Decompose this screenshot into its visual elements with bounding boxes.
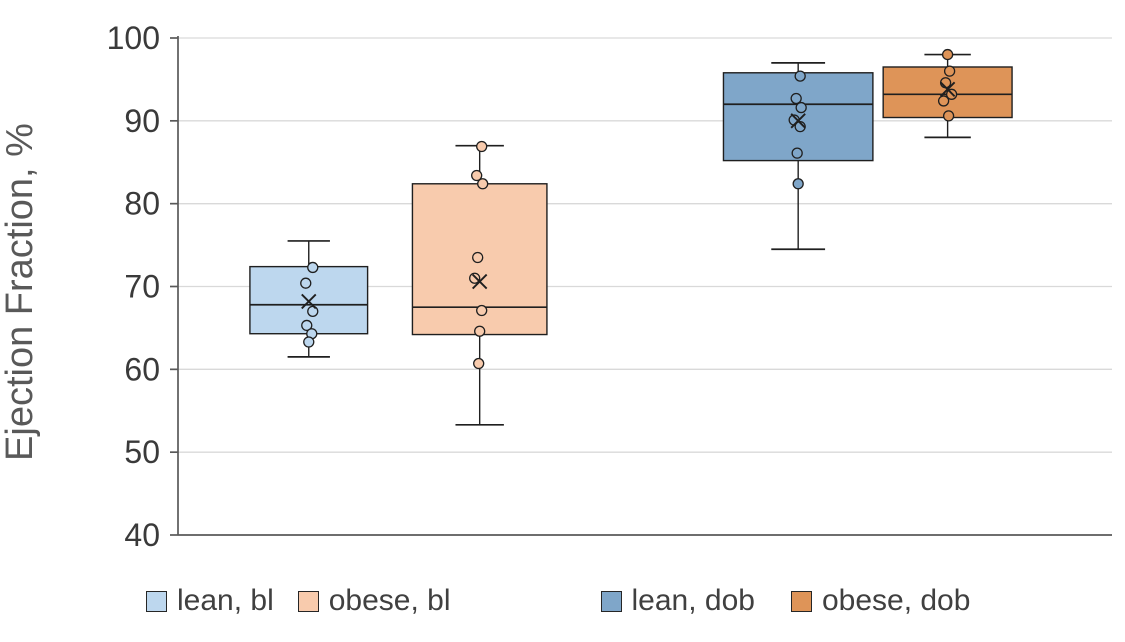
data-point <box>477 178 489 190</box>
data-point <box>301 319 313 332</box>
data-point <box>791 147 803 159</box>
mean-marker <box>790 113 806 129</box>
legend-label-obese-bl: obese, bl <box>328 584 451 617</box>
y-tick-label: 70 <box>124 269 160 305</box>
y-tick-label: 60 <box>124 351 160 387</box>
data-point <box>795 101 807 114</box>
legend-swatch-obese-dob <box>790 590 812 612</box>
y-axis-title: Ejection Fraction, % <box>0 123 41 461</box>
data-point <box>476 140 488 153</box>
data-point <box>303 336 315 348</box>
legend-item-obese-dob: obese, dob <box>790 584 971 617</box>
data-point <box>471 169 483 182</box>
data-point <box>792 178 804 190</box>
data-point <box>941 48 954 61</box>
legend-swatch-lean-bl <box>146 590 167 612</box>
legend-label-lean-dob: lean, dob <box>631 584 755 617</box>
data-point <box>472 251 484 264</box>
legend-swatch-lean-dob <box>600 590 622 612</box>
data-point <box>794 70 806 82</box>
data-point <box>942 110 955 122</box>
y-tick-label: 80 <box>124 186 160 222</box>
data-point <box>476 304 488 317</box>
data-point <box>300 277 312 289</box>
chart-legend: lean, bl obese, bl lean, dob obese, dob <box>0 586 1125 616</box>
y-tick-label: 50 <box>124 434 160 470</box>
mean-marker <box>939 81 956 98</box>
mean-marker <box>301 293 317 310</box>
y-tick-label: 100 <box>107 20 160 56</box>
data-point <box>473 357 485 370</box>
data-point <box>474 325 486 337</box>
legend-item-obese-bl: obese, bl <box>297 584 451 617</box>
data-point <box>469 272 481 284</box>
y-tick-label: 40 <box>124 517 160 553</box>
data-point <box>937 95 950 107</box>
data-point <box>943 65 956 77</box>
legend-swatch-obese-bl <box>297 590 319 612</box>
legend-item-lean-dob: lean, dob <box>600 584 755 617</box>
legend-item-lean-bl: lean, bl <box>146 586 274 616</box>
data-point <box>790 92 802 105</box>
legend-label-obese-dob: obese, dob <box>821 584 971 617</box>
boxplot-chart: Ejection Fraction, % 40 50 60 70 80 90 100 <box>0 20 1112 553</box>
legend-label-lean-bl: lean, bl <box>177 584 274 617</box>
y-tick-label: 90 <box>124 103 160 139</box>
data-point <box>307 261 319 274</box>
mean-marker <box>472 273 488 290</box>
